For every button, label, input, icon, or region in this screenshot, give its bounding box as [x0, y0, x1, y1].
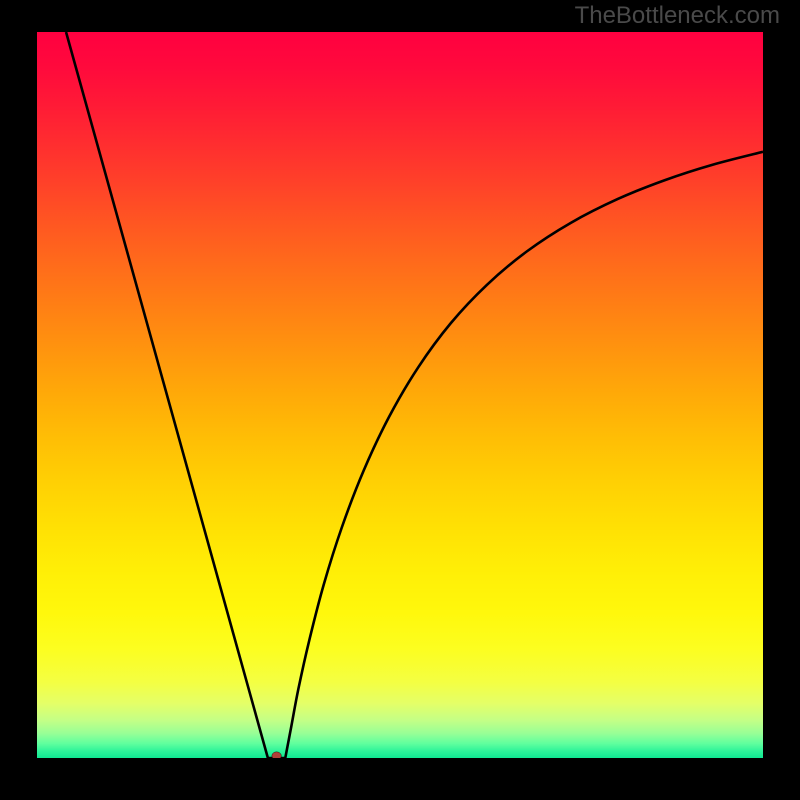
watermark-text: TheBottleneck.com — [575, 2, 780, 30]
chart-stage: TheBottleneck.com — [0, 0, 800, 800]
chart-svg — [0, 0, 800, 800]
